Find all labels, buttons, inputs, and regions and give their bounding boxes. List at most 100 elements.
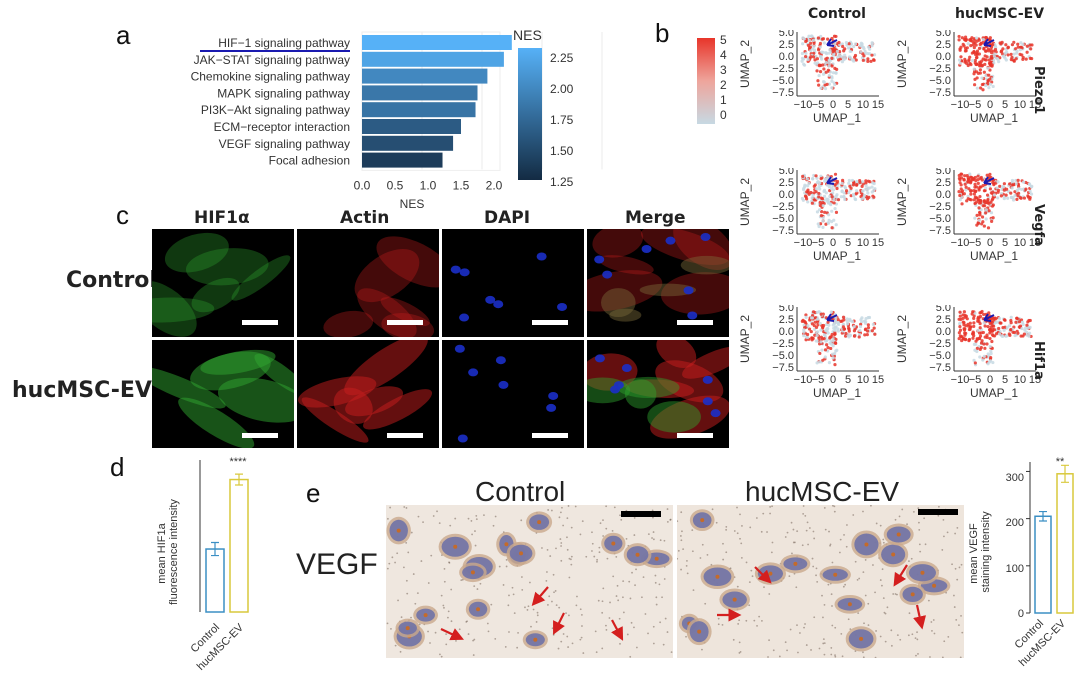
scale-bar xyxy=(621,511,661,517)
arrow-icon xyxy=(826,313,838,322)
panel-label-a: a xyxy=(116,20,131,50)
umap-xtick: 0 xyxy=(987,99,993,111)
arrow-icon xyxy=(754,566,772,584)
umap-ylabel: UMAP_2 xyxy=(895,178,909,226)
nes-xtick: 1.0 xyxy=(420,178,437,192)
umap-xtick: −5 xyxy=(969,237,982,249)
umap-ytick: −2.5 xyxy=(772,201,794,213)
col-head-dapi: DAPI xyxy=(484,208,531,228)
vegf-ytick: 100 xyxy=(1006,563,1024,575)
scale-bar xyxy=(242,433,278,438)
umap-xtick: 0 xyxy=(830,374,836,386)
hif1a-bar-chart: mean HIF1a fluorescence intensity **** C… xyxy=(156,456,249,673)
umap-xtick: 0 xyxy=(830,237,836,249)
umap-ylabel: UMAP_2 xyxy=(738,315,752,363)
nes-category-label: JAK−STAT signaling pathway xyxy=(194,53,350,67)
nes-legend-ticks: 2.25 2.00 1.75 1.50 1.25 xyxy=(550,43,573,198)
umap-legend-tick: 3 xyxy=(720,63,727,77)
nes-bar xyxy=(362,51,504,67)
umap-ytick: 0.0 xyxy=(936,189,951,201)
scale-bar xyxy=(532,433,568,438)
umap-xtick: −10 xyxy=(794,99,813,111)
umap-ytick: 0.0 xyxy=(779,189,794,201)
umap-ytick: −5.0 xyxy=(929,213,951,225)
umap-xtick: 15 xyxy=(1029,99,1041,111)
arrow-icon xyxy=(893,564,908,587)
hif1a-ylabel: mean HIF1a fluorescence intensity xyxy=(156,499,180,605)
umap-ytick: −7.5 xyxy=(929,87,951,99)
umap-col-ev: hucMSC-EV xyxy=(955,6,1045,22)
umap-ytick: 2.5 xyxy=(936,177,951,189)
hif1a-bar xyxy=(229,478,249,613)
microscopy-image xyxy=(152,229,294,337)
umap-plot: 5.0 2.5 0.0 −2.5 −5.0 −7.5 −10 −5 0 5 10 15 UMAP_1 UM… xyxy=(735,27,885,145)
umap-plot: 5.0 2.5 0.0 −2.5 −5.0 −7.5 −10 −5 0 5 10 15 UMAP_1 UM… xyxy=(892,302,1042,420)
col-head-actin: Actin xyxy=(340,208,390,228)
umap-legend-tick: 5 xyxy=(720,33,727,47)
umap-xtick: 5 xyxy=(1002,237,1008,249)
umap-xtick: −5 xyxy=(969,374,982,386)
umap-ytick: 2.5 xyxy=(779,314,794,326)
umap-ytick: −5.0 xyxy=(772,213,794,225)
umap-xtick: 15 xyxy=(872,99,884,111)
nes-xtick: 1.5 xyxy=(453,178,470,192)
umap-xtick: −5 xyxy=(812,237,825,249)
nes-legend-tick: 1.25 xyxy=(550,175,574,189)
nes-category-label: Chemokine signaling pathway xyxy=(191,70,350,84)
panel-label-b: b xyxy=(655,18,670,48)
umap-ytick: 5.0 xyxy=(779,168,794,177)
arrow-icon xyxy=(826,176,838,185)
umap-ylabel: UMAP_2 xyxy=(895,315,909,363)
panel-label-e: e xyxy=(306,478,321,508)
umap-xtick: −10 xyxy=(951,99,970,111)
arrow-icon xyxy=(553,612,565,635)
umap-ytick: 2.5 xyxy=(779,39,794,51)
umap-ytick: −7.5 xyxy=(772,225,794,237)
umap-ylabel: UMAP_2 xyxy=(738,178,752,226)
umap-plot: 5.0 2.5 0.0 −2.5 −5.0 −7.5 −10 −5 0 5 10 15 UMAP_1 UM… xyxy=(735,302,885,420)
umap-xtick: 5 xyxy=(845,237,851,249)
arrow-icon xyxy=(611,619,624,641)
umap-ytick: −5.0 xyxy=(772,350,794,362)
nes-bar xyxy=(362,85,478,101)
nes-legend-title: NES xyxy=(513,27,542,43)
nes-bar xyxy=(362,68,488,84)
nes-xtick: 0.0 xyxy=(354,178,371,192)
umap-ytick: 0.0 xyxy=(936,326,951,338)
umap-ytick: −2.5 xyxy=(929,201,951,213)
vegf-errorbar xyxy=(1039,510,1047,522)
arrow-icon xyxy=(440,628,464,641)
umap-xtick: 15 xyxy=(872,237,884,249)
umap-xtick: 5 xyxy=(845,99,851,111)
umap-legend-tick: 1 xyxy=(720,93,727,107)
umap-plot: 5.0 2.5 0.0 −2.5 −5.0 −7.5 −10 −5 0 5 10 15 UMAP_1 UM… xyxy=(892,165,1042,283)
umap-ytick: −2.5 xyxy=(772,338,794,350)
umap-xtick: 15 xyxy=(1029,374,1041,386)
nes-category-label: PI3K−Akt signaling pathway xyxy=(201,103,350,117)
umap-xlabel: UMAP_1 xyxy=(813,249,861,263)
umap-xtick: 10 xyxy=(857,374,869,386)
umap-ytick: −7.5 xyxy=(772,362,794,374)
umap-ytick: 0.0 xyxy=(936,51,951,63)
arrow-icon xyxy=(826,38,838,47)
nes-bar-chart: HIF−1 signaling pathway JAK−STAT signalin… xyxy=(191,31,603,210)
umap-ytick: 2.5 xyxy=(936,39,951,51)
nes-legend-gradient xyxy=(518,48,542,180)
scale-bar xyxy=(242,320,278,325)
vegf-ytick: 0 xyxy=(1018,608,1024,620)
umap-ylabel: UMAP_2 xyxy=(738,40,752,88)
nes-bar xyxy=(362,102,476,118)
scale-bar xyxy=(387,320,423,325)
vegf-ytick: 300 xyxy=(1006,472,1024,484)
nes-legend-tick: 2.00 xyxy=(550,82,574,96)
nes-xlabel: NES xyxy=(400,197,425,210)
umap-xtick: 0 xyxy=(987,374,993,386)
umap-xtick: 0 xyxy=(830,99,836,111)
scale-bar xyxy=(677,320,713,325)
umap-xtick: −5 xyxy=(812,374,825,386)
umap-ytick: 0.0 xyxy=(779,326,794,338)
row-head-ev: hucMSC-EV xyxy=(12,378,152,403)
umap-xlabel: UMAP_1 xyxy=(970,249,1018,263)
umap-ytick: 5.0 xyxy=(779,305,794,314)
microscopy-image xyxy=(442,340,584,448)
